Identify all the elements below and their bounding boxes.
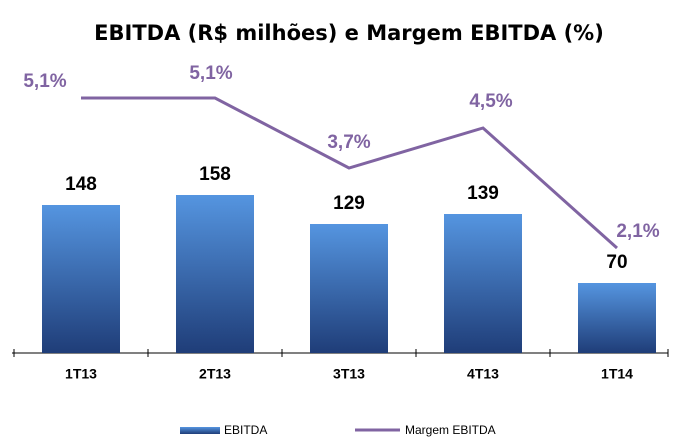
bar (578, 283, 656, 353)
line-value-label: 5,1% (23, 71, 66, 92)
bar (444, 214, 522, 353)
line-value-label: 2,1% (616, 221, 659, 242)
x-tick-label: 2T13 (199, 366, 231, 382)
bar-value-label: 148 (65, 174, 97, 195)
legend-label: Margem EBITDA (405, 423, 496, 437)
x-tick-label: 4T13 (467, 366, 499, 382)
bar-value-label: 70 (606, 252, 627, 273)
legend-label: EBITDA (224, 423, 267, 437)
bar (42, 205, 120, 353)
bar (310, 224, 388, 353)
line (81, 96, 619, 250)
line-value-label: 4,5% (469, 91, 512, 112)
bar-value-label: 158 (199, 164, 231, 185)
bar-value-label: 139 (467, 183, 499, 204)
chart-title: EBITDA (R$ milhões) e Margem EBITDA (%) (94, 21, 604, 45)
legend-swatch (180, 427, 220, 434)
line-value-label: 3,7% (327, 132, 370, 153)
line-value-label: 5,1% (189, 63, 232, 84)
x-tick-label: 1T13 (65, 366, 97, 382)
bar (176, 195, 254, 353)
x-tick-label: 1T14 (601, 366, 633, 382)
bar-value-label: 129 (333, 193, 365, 214)
x-tick-label: 3T13 (333, 366, 365, 382)
